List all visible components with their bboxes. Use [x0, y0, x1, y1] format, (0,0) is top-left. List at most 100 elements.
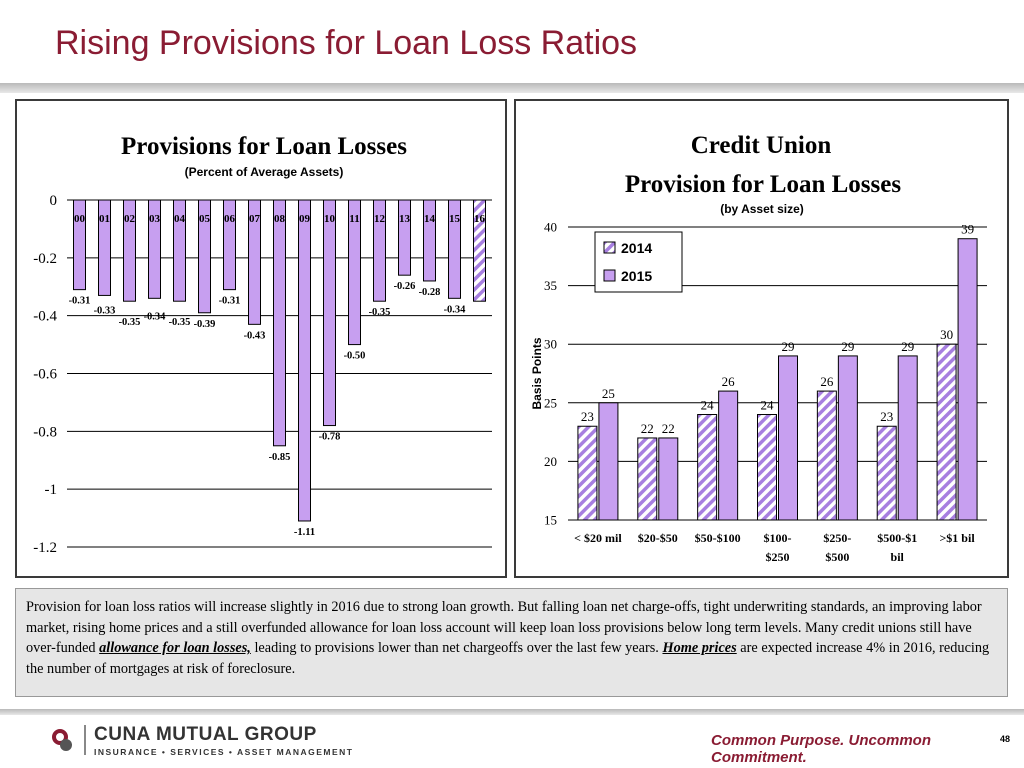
asset-size-chart: Credit Union Provision for Loan Losses (by…	[530, 132, 987, 564]
logo-tagline: INSURANCE • SERVICES • ASSET MANAGEMENT	[94, 747, 354, 757]
data-label: -0.26	[394, 281, 416, 292]
y-tick-label: -1	[45, 482, 58, 498]
legend-swatch-2015	[603, 269, 616, 282]
category-label: 06	[224, 213, 236, 225]
bar-08	[273, 199, 286, 447]
category-label: bil	[891, 550, 905, 564]
data-label: 29	[782, 339, 795, 354]
data-label: -0.35	[369, 307, 391, 318]
chart-subtitle: (Percent of Average Assets)	[185, 165, 344, 179]
bar-03	[148, 199, 161, 299]
legend-label-2014: 2014	[621, 240, 652, 256]
data-label: 26	[722, 374, 736, 389]
data-label: -0.34	[144, 311, 167, 322]
data-label: 29	[901, 339, 914, 354]
bar-2014	[936, 343, 957, 521]
data-label: -0.33	[94, 305, 116, 316]
category-label: 13	[399, 213, 411, 225]
page-number: 48	[1000, 734, 1011, 744]
chart-title: Provisions for Loan Losses	[121, 133, 407, 160]
bar-2015	[837, 355, 858, 521]
bar-10	[323, 199, 336, 427]
data-label: 22	[641, 421, 654, 436]
data-label: -0.31	[69, 296, 91, 307]
category-label: < $20 mil	[574, 531, 622, 545]
category-label: 08	[274, 213, 286, 225]
category-label: >$1 bil	[939, 531, 975, 545]
category-label: 14	[424, 213, 436, 225]
bar-13	[398, 199, 411, 276]
logo-separator	[84, 725, 86, 755]
company-logo: CUNA MUTUAL GROUP INSURANCE • SERVICES •…	[50, 725, 354, 757]
category-label: 11	[349, 213, 359, 225]
data-label: -0.35	[169, 317, 191, 328]
data-label: 29	[841, 339, 854, 354]
category-label: $50-$100	[695, 531, 741, 545]
body-text-segment: are expected increase 4% in 2016, reduci…	[26, 640, 990, 677]
bar-2015	[598, 402, 619, 521]
category-label: 04	[174, 213, 186, 225]
category-label: 01	[99, 213, 110, 225]
y-tick-label: 0	[50, 193, 58, 209]
category-label: 03	[149, 213, 161, 225]
y-tick-label: -1.2	[33, 540, 57, 556]
bar-2014	[816, 390, 837, 521]
category-label: 00	[74, 213, 86, 225]
chart-title: Credit Union	[691, 132, 832, 159]
data-label: 30	[940, 327, 953, 342]
chart-title-line-2: Provision for Loan Losses	[625, 171, 901, 198]
y-tick-label: 30	[544, 337, 557, 352]
data-label: 24	[701, 398, 715, 413]
bar-2015	[778, 355, 798, 521]
bar-12	[373, 199, 386, 302]
legend-label-2015: 2015	[621, 268, 652, 284]
y-tick-label: 20	[544, 454, 557, 469]
data-label: 22	[662, 421, 675, 436]
data-label: -1.11	[294, 527, 315, 538]
category-label: 16	[474, 213, 486, 225]
commentary-text-box: Provision for loan loss ratios will incr…	[15, 588, 1008, 697]
bar-2015	[658, 437, 679, 521]
category-label: $250	[766, 550, 790, 564]
body-text-segment: leading to provisions lower than net cha…	[250, 640, 663, 656]
category-label: 15	[449, 213, 461, 225]
data-label: -0.85	[269, 452, 291, 463]
bar-2014	[577, 425, 598, 521]
category-label: 07	[249, 213, 261, 225]
y-tick-label: 35	[544, 278, 557, 293]
category-label: $20-$50	[638, 531, 678, 545]
provisions-chart-panel: Provisions for Loan Losses (Percent of Av…	[15, 99, 507, 578]
y-tick-label: -0.4	[33, 309, 57, 325]
category-label: 10	[324, 213, 336, 225]
category-label: $500	[825, 550, 849, 564]
bar-2014	[637, 437, 658, 521]
data-label: 25	[602, 386, 615, 401]
y-tick-label: -0.2	[33, 251, 57, 267]
category-label: $250-	[823, 531, 851, 545]
data-label: -0.39	[194, 319, 216, 330]
bar-05	[198, 199, 211, 314]
data-label: -0.28	[419, 287, 441, 298]
data-label: -0.35	[119, 317, 141, 328]
y-tick-label: -0.8	[33, 424, 57, 440]
category-label: 05	[199, 213, 211, 225]
asset-size-chart-panel: Credit Union Provision for Loan Losses (by…	[514, 99, 1009, 578]
bar-2014	[697, 414, 718, 521]
data-label: -0.31	[219, 296, 241, 307]
data-label: 26	[820, 374, 834, 389]
data-label: -0.34	[444, 304, 467, 315]
bar-06	[223, 199, 236, 291]
footer-divider	[0, 709, 1024, 715]
bar-2014	[876, 425, 897, 521]
category-label: 02	[124, 213, 136, 225]
provisions-chart: Provisions for Loan Losses (Percent of Av…	[33, 133, 492, 556]
bar-16	[473, 199, 486, 302]
bar-2015	[718, 390, 739, 521]
data-label: -0.50	[344, 351, 366, 362]
y-tick-label: 40	[544, 220, 557, 235]
footer-tagline: Common Purpose. Uncommon Commitment.	[711, 732, 932, 766]
y-tick-label: 15	[544, 513, 557, 528]
bar-01	[98, 199, 111, 296]
bar-15	[448, 199, 461, 299]
bar-07	[248, 199, 261, 325]
